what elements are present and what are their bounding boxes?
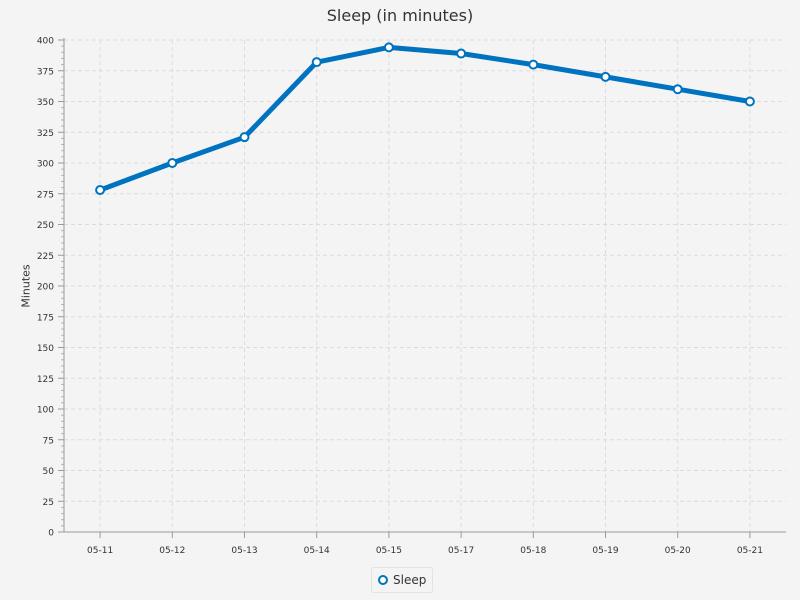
x-tick-label: 05-14 <box>304 546 330 556</box>
data-point <box>95 185 106 196</box>
vertical-gridlines <box>99 40 751 532</box>
y-tick-label: 300 <box>37 160 54 170</box>
y-tick-label: 125 <box>37 375 54 385</box>
x-tick-label: 05-18 <box>520 546 546 556</box>
y-tick-label: 400 <box>37 37 54 47</box>
x-tick-label: 05-17 <box>448 546 474 556</box>
y-tick-label: 0 <box>48 529 54 539</box>
y-tick-label: 325 <box>37 129 54 139</box>
data-point <box>456 48 467 59</box>
y-tick-label: 75 <box>43 436 54 446</box>
data-point <box>528 59 539 70</box>
x-tick-label: 05-13 <box>231 546 257 556</box>
data-point <box>239 132 250 143</box>
y-tick-label: 225 <box>37 252 54 262</box>
y-axis: 0 25 50 75 100 125 150 175 200 225 250 275 300 325 350… <box>37 37 65 539</box>
legend-label: Sleep <box>393 573 427 587</box>
series-layer <box>95 42 755 196</box>
y-tick-label: 100 <box>37 406 54 416</box>
y-tick-label: 250 <box>37 221 54 231</box>
data-point <box>600 71 611 82</box>
y-tick-label: 275 <box>37 190 54 200</box>
x-tick-label: 05-21 <box>737 546 763 556</box>
x-tick-label: 05-15 <box>376 546 402 556</box>
legend: Sleep <box>371 567 434 593</box>
x-tick-label: 05-20 <box>665 546 691 556</box>
legend-marker-icon <box>378 575 388 585</box>
x-tick-label: 05-19 <box>592 546 618 556</box>
y-tick-label: 200 <box>37 283 54 293</box>
y-tick-label: 25 <box>43 498 54 508</box>
chart-title: Sleep (in minutes) <box>326 6 474 25</box>
y-tick-label: 375 <box>37 67 54 77</box>
data-point <box>167 158 178 168</box>
data-point <box>383 42 394 53</box>
data-point <box>744 96 755 107</box>
y-tick-label: 175 <box>37 313 54 323</box>
x-tick-label: 05-11 <box>87 546 113 556</box>
horizontal-gridlines <box>64 39 786 502</box>
data-point <box>672 84 683 95</box>
y-tick-label: 150 <box>37 344 54 354</box>
x-tick-label: 05-12 <box>159 546 185 556</box>
data-point <box>311 57 322 68</box>
series-line <box>97 44 753 193</box>
y-tick-label: 350 <box>37 98 54 108</box>
x-axis: 05-11 05-12 05-13 05-14 05-15 05-17 05-18 05-19… <box>64 531 786 556</box>
y-tick-label: 50 <box>43 467 55 477</box>
